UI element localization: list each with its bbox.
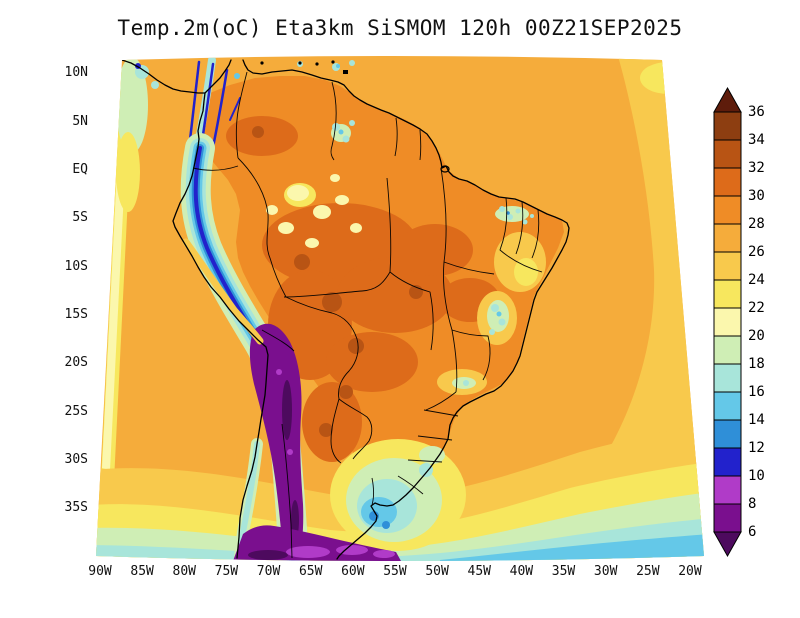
colorbar-band (713, 363, 742, 393)
lon-tick-label: 20W (678, 564, 702, 579)
colorbar-tick-label: 12 (748, 440, 765, 456)
colorbar-tick-label: 34 (748, 132, 765, 148)
colorbar-tick-label: 32 (748, 160, 765, 176)
colorbar-band (713, 447, 742, 477)
lat-tick-label: 20S (64, 355, 88, 371)
lat-tick-label: 5N (72, 113, 88, 129)
colorbar-tick-label: 24 (748, 272, 765, 288)
colorbar-band (713, 139, 742, 169)
colorbar-tick-label: 26 (748, 244, 765, 260)
amazon-cool-speckles (266, 60, 362, 248)
colorbar-bottom-arrow (713, 531, 742, 558)
colorbar-band (713, 111, 742, 141)
lon-tick-label: 80W (172, 564, 196, 579)
lat-tick-label: 35S (64, 500, 88, 516)
east-brazil-cool-patches (437, 291, 517, 395)
colorbar-band (713, 167, 742, 197)
page-title: Temp.2m(oC) Eta3km SiSMOM 120h 00Z21SEP2… (117, 16, 683, 40)
lon-tick-label: 45W (467, 564, 491, 579)
colorbar-band (713, 195, 742, 225)
lat-tick-label: EQ (72, 162, 88, 178)
lon-tick-label: 40W (509, 564, 534, 579)
lat-tick-label: 10S (64, 258, 88, 274)
colorbar-tick-label: 16 (748, 384, 765, 400)
lat-tick-label: 15S (64, 306, 88, 322)
colorbar-band (713, 279, 742, 309)
land-warm-field (200, 76, 564, 502)
colorbar-tick-label: 36 (748, 104, 765, 120)
coastline (96, 59, 570, 560)
colorbar-band (713, 307, 742, 337)
lon-tick-label: 85W (130, 564, 154, 579)
country-borders (192, 71, 543, 559)
colorbar-band (713, 503, 742, 533)
lat-tick-label: 30S (64, 451, 88, 467)
lat-tick-label: 25S (64, 403, 88, 419)
colorbar-band (713, 251, 742, 281)
lat-tick-label: 10N (64, 65, 88, 81)
lon-tick-label: 55W (383, 564, 407, 579)
lat-tick-label: 5S (72, 210, 88, 226)
lon-tick-label: 70W (256, 564, 281, 579)
lon-tick-label: 65W (298, 564, 323, 579)
far-south-very-cold (233, 525, 401, 561)
lon-tick-label: 90W (88, 564, 112, 579)
colorbar-band (713, 475, 742, 505)
lon-tick-label: 75W (214, 564, 239, 579)
colorbar-tick-label: 20 (748, 328, 765, 344)
lon-tick-label: 35W (551, 564, 576, 579)
colorbar-tick-label: 28 (748, 216, 765, 232)
colorbar-svg: 36 34 32 30 28 26 24 22 20 18 16 14 12 10 8 6 (713, 86, 765, 558)
colorbar: 36 34 32 30 28 26 24 22 20 18 16 14 12 10 8 6 (712, 86, 782, 564)
colorbar-band (713, 419, 742, 449)
lon-tick-label: 30W (593, 564, 618, 579)
colorbar-tick-label: 18 (748, 356, 765, 372)
colorbar-band (713, 391, 742, 421)
colorbar-top-arrow (713, 86, 742, 113)
colorbar-tick-label: 14 (748, 412, 765, 428)
colorbar-tick-label: 22 (748, 300, 765, 316)
lon-tick-label: 60W (341, 564, 365, 579)
colorbar-band (713, 335, 742, 365)
colorbar-tick-label: 10 (748, 468, 765, 484)
lon-tick-label: 25W (636, 564, 660, 579)
south-brazil-cold-pocket (330, 439, 466, 551)
colorbar-tick-label: 8 (748, 496, 756, 512)
colorbar-tick-label: 30 (748, 188, 765, 204)
lon-tick-label: 50W (425, 564, 449, 579)
colorbar-band (713, 223, 742, 253)
colorbar-tick-label: 6 (748, 524, 756, 540)
andes-cold-band (180, 56, 308, 561)
